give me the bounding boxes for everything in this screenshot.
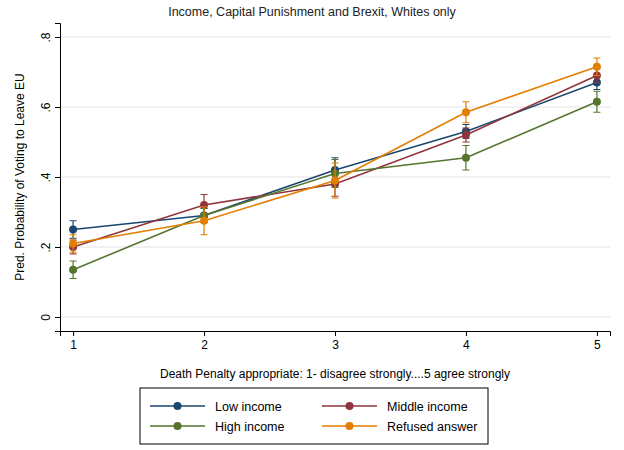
- error-bar-path: [462, 146, 469, 171]
- x-tick-label: 4: [463, 338, 470, 352]
- legend-marker: [174, 422, 182, 430]
- y-tick-mark: [55, 37, 60, 38]
- y-axis-title: Pred. Probability of Voting to Leave EU: [13, 73, 27, 280]
- y-tick-label: .2: [39, 242, 53, 252]
- legend-label: Middle income: [387, 400, 468, 414]
- y-tick: .4: [39, 172, 60, 182]
- x-tick-label: 2: [201, 338, 208, 352]
- x-tick: 3: [332, 331, 339, 352]
- x-tick: 2: [201, 331, 208, 352]
- series: [69, 76, 601, 239]
- y-axis: 0 .2 .4 .6 .8: [39, 24, 61, 332]
- grid: [60, 37, 610, 317]
- marker: [462, 108, 470, 116]
- x-tick-mark: [204, 331, 205, 336]
- error-bar: [462, 146, 469, 171]
- series-line: [73, 102, 597, 270]
- error-bar: [201, 207, 208, 235]
- error-bar: [332, 163, 339, 198]
- x-tick-label: 5: [594, 338, 601, 352]
- error-bar-path: [462, 125, 469, 139]
- series: [69, 69, 601, 255]
- grid-line: [60, 247, 610, 248]
- x-tick-label: 1: [70, 338, 77, 352]
- x-tick: 4: [463, 331, 470, 352]
- y-tick: .2: [39, 242, 60, 252]
- chart: 0 .2 .4 .6 .8 1 2 3 4 5 Income, Capital Punishment…: [0, 0, 624, 450]
- series-line: [73, 67, 597, 244]
- error-bar: [593, 91, 600, 112]
- error-bar: [462, 128, 469, 142]
- error-bar-path: [70, 235, 77, 253]
- y-axis-line: [55, 24, 61, 332]
- x-tick-mark: [335, 331, 336, 336]
- error-bar: [593, 58, 600, 76]
- x-tick: 5: [594, 331, 601, 352]
- y-tick: .6: [39, 102, 60, 112]
- y-tick-label: .4: [39, 172, 53, 182]
- series-line: [73, 76, 597, 248]
- legend: Low income Middle income High income Refuse…: [140, 388, 488, 444]
- y-tick-mark: [55, 317, 60, 318]
- error-bar-path: [462, 128, 469, 142]
- y-tick: .8: [39, 32, 60, 42]
- x-tick-mark: [73, 331, 74, 336]
- marker: [69, 266, 77, 274]
- error-bar-path: [332, 163, 339, 198]
- error-bar-path: [201, 207, 208, 235]
- y-tick-mark: [55, 247, 60, 248]
- x-tick-mark: [466, 331, 467, 336]
- legend-marker: [346, 422, 354, 430]
- grid-line: [60, 37, 610, 38]
- error-bar-path: [462, 102, 469, 123]
- legend-item: Low income: [150, 400, 282, 414]
- x-axis-title: Death Penalty appropriate: 1- disagree s…: [160, 367, 510, 381]
- y-tick-label: .6: [39, 102, 53, 112]
- marker: [593, 98, 601, 106]
- error-bar: [70, 235, 77, 253]
- marks: [69, 58, 601, 279]
- marker: [69, 226, 77, 234]
- x-tick-mark: [597, 331, 598, 336]
- marker: [593, 63, 601, 71]
- marker: [462, 154, 470, 162]
- series: [69, 91, 601, 278]
- y-tick-label: .8: [39, 32, 53, 42]
- error-bar-path: [593, 58, 600, 76]
- legend-item: High income: [150, 420, 285, 434]
- series: [69, 58, 601, 252]
- x-tick-label: 3: [332, 338, 339, 352]
- plot-area: 0 .2 .4 .6 .8 1 2 3 4 5: [39, 24, 611, 352]
- marker: [331, 177, 339, 185]
- y-tick-mark: [55, 177, 60, 178]
- legend-item: Refused answer: [322, 420, 477, 434]
- y-tick: 0: [39, 314, 60, 321]
- marker: [200, 217, 208, 225]
- legend-box: [140, 388, 488, 444]
- error-bar-path: [70, 261, 77, 279]
- y-tick-mark: [55, 107, 60, 108]
- legend-label: High income: [215, 420, 285, 434]
- x-axis: 1 2 3 4 5: [61, 331, 611, 352]
- legend-label: Refused answer: [387, 420, 477, 434]
- legend-marker: [346, 402, 354, 410]
- legend-label: Low income: [215, 400, 282, 414]
- error-bar: [462, 125, 469, 139]
- marker: [462, 131, 470, 139]
- y-tick-label: 0: [39, 314, 53, 321]
- legend-item: Middle income: [322, 400, 468, 414]
- series-line: [73, 83, 597, 230]
- error-bar: [70, 261, 77, 279]
- error-bar: [462, 102, 469, 123]
- grid-line: [60, 317, 610, 318]
- error-bar-path: [593, 91, 600, 112]
- x-axis-line: [61, 332, 611, 337]
- x-tick: 1: [70, 331, 77, 352]
- title: Income, Capital Punishment and Brexit, W…: [168, 5, 456, 19]
- legend-marker: [174, 402, 182, 410]
- marker: [69, 240, 77, 248]
